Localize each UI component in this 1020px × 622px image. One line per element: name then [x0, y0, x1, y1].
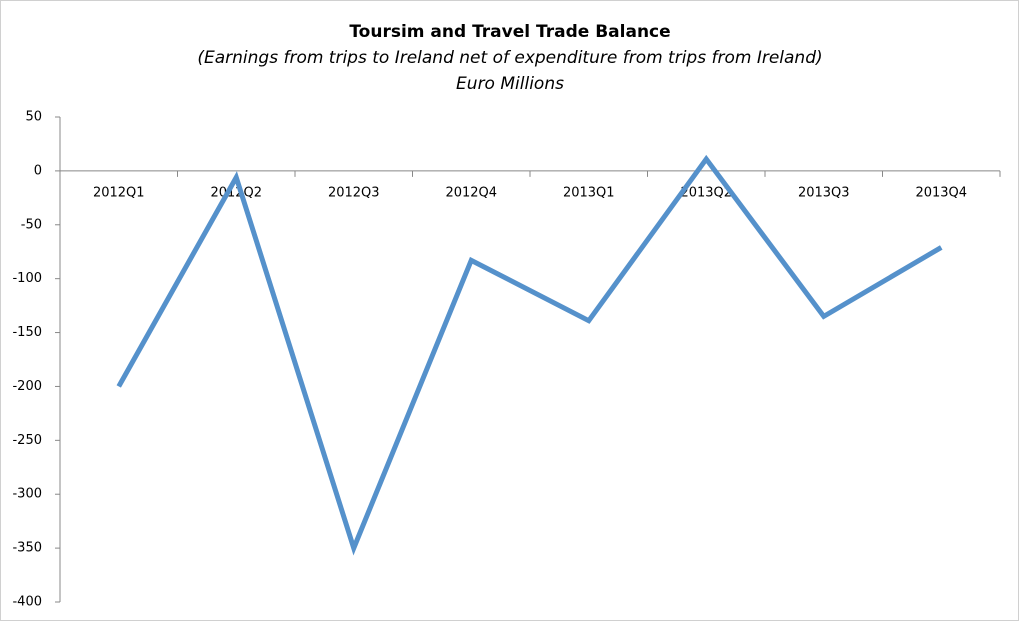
x-tick-label: 2013Q4 [915, 185, 967, 200]
x-tick-label: 2012Q1 [93, 185, 145, 200]
x-tick-label: 2013Q2 [680, 185, 732, 200]
y-tick-label: -100 [12, 271, 42, 286]
y-tick-label: -300 [12, 487, 42, 502]
chart-subtitle: (Earnings from trips to Ireland net of e… [197, 48, 822, 68]
y-tick-label: -250 [12, 433, 42, 448]
y-tick-label: -200 [12, 379, 42, 394]
x-tick-label: 2012Q4 [445, 185, 497, 200]
y-tick-label: -400 [12, 595, 42, 610]
x-tick-label: 2013Q3 [798, 185, 850, 200]
y-tick-label: -350 [12, 541, 42, 556]
y-tick-label: 50 [25, 110, 42, 125]
chart-subtitle: Euro Millions [456, 74, 564, 94]
y-tick-label: 0 [34, 163, 42, 178]
x-tick-label: 2012Q3 [328, 185, 380, 200]
x-tick-label: 2012Q2 [210, 185, 262, 200]
y-tick-label: -150 [12, 325, 42, 340]
x-tick-label: 2013Q1 [563, 185, 615, 200]
chart-title: Toursim and Travel Trade Balance [349, 22, 670, 42]
line-series [116, 154, 943, 556]
y-tick-label: -50 [21, 217, 42, 232]
